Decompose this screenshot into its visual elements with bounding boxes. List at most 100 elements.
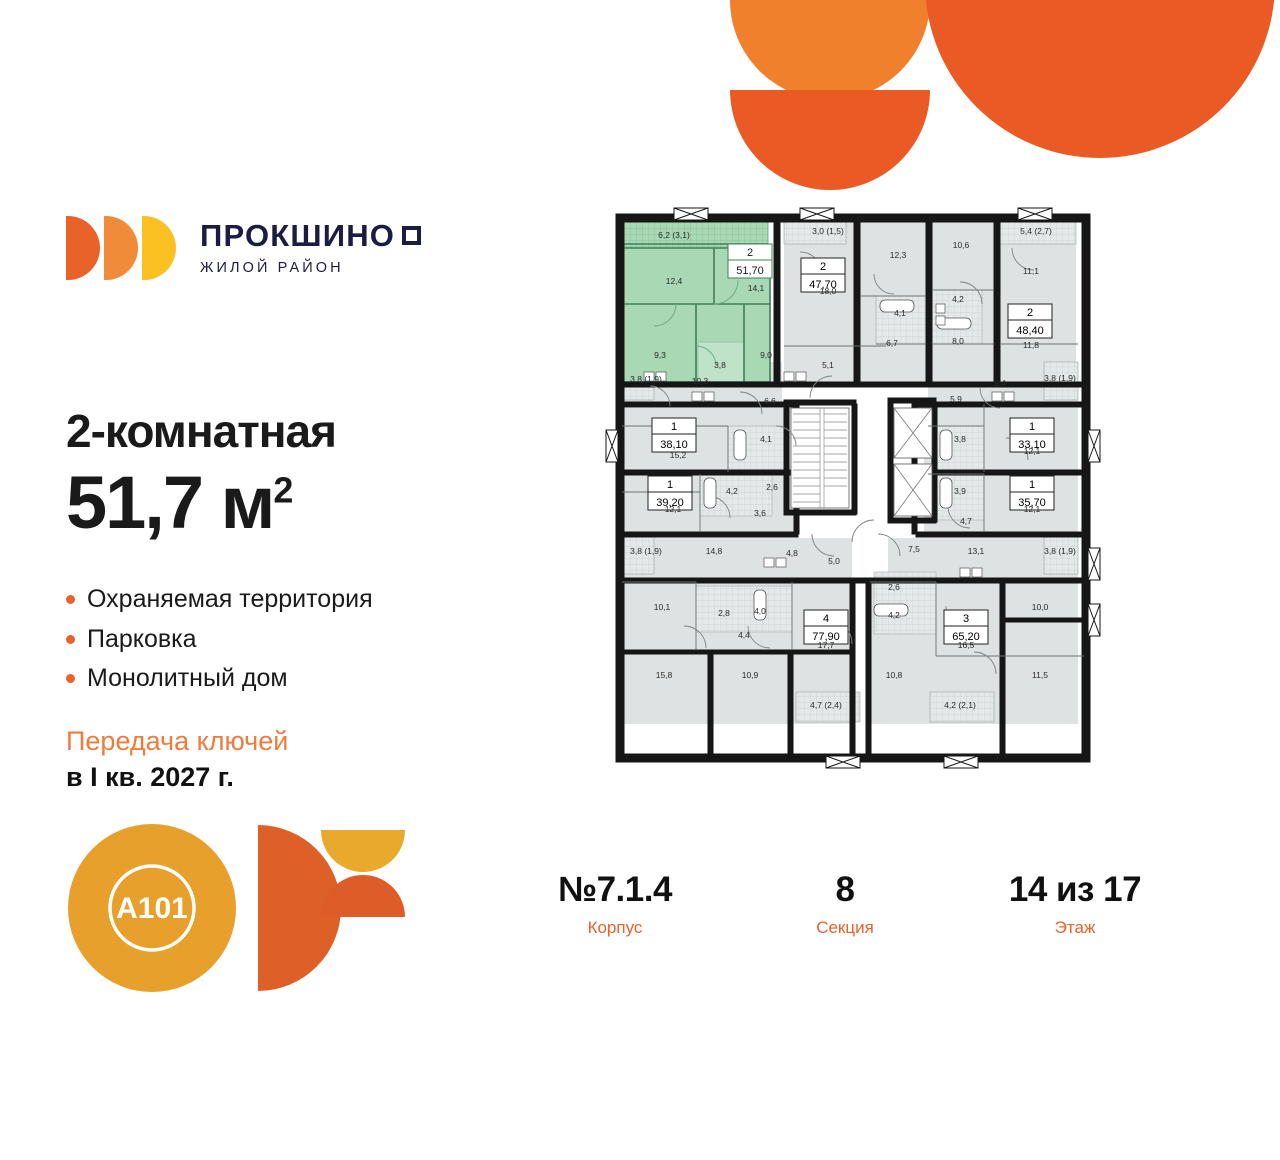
room-area-label: 5,9: [950, 394, 962, 404]
half-dome-orange-icon: [730, 90, 930, 190]
room-area-label: 3,0 (1,5): [812, 226, 844, 236]
bullet-icon: [66, 674, 75, 684]
svg-text:77,90: 77,90: [812, 631, 840, 643]
decorative-shapes: [0, 0, 1280, 200]
handover-line-1: Передача ключей: [66, 725, 289, 756]
apartment-badge: 1 35,70: [1009, 475, 1055, 511]
room-area-label: 3,8: [954, 434, 966, 444]
svg-text:1: 1: [671, 421, 677, 433]
room-area-label: 3,8 (1,9): [630, 374, 662, 384]
room-area-label: 4,2: [888, 610, 900, 620]
area-unit: м: [220, 461, 276, 544]
feature-label: Монолитный дом: [87, 664, 288, 692]
handover-info: Передача ключей в I кв. 2027 г.: [66, 723, 486, 796]
meta-value: 8: [835, 870, 855, 909]
room-area-label: 11,8: [1023, 340, 1039, 350]
room-area-label: 2,6: [888, 582, 900, 592]
apartment-badge: 1 38,10: [651, 417, 697, 453]
building-meta: №7.1.4 Корпус 8 Секция 14 из 17 Этаж: [500, 870, 1190, 938]
svg-text:2: 2: [820, 261, 826, 273]
room-area-label: 16,5: [958, 640, 975, 650]
room-area-label: 6,7: [886, 338, 898, 348]
apartment-badge: 1 33,10: [1009, 417, 1055, 453]
room-area-label: 9,0: [760, 350, 772, 360]
apartment-badge: 2 47,70: [800, 257, 846, 293]
svg-text:47,70: 47,70: [809, 279, 837, 291]
room-area-label: 2,6: [766, 482, 778, 492]
svg-text:1: 1: [1029, 421, 1035, 433]
svg-text:35,70: 35,70: [1018, 497, 1046, 509]
room-area-label: 3,9: [954, 486, 966, 496]
bullet-icon: [66, 634, 75, 644]
room-area-label: 4,0: [754, 606, 766, 616]
room-area-label: 4,2: [726, 486, 738, 496]
room-area-label: 5,1: [822, 360, 834, 370]
fixtures: [643, 299, 1015, 621]
svg-text:39,20: 39,20: [656, 497, 684, 509]
page-title: 2-комнатная: [66, 405, 337, 457]
room-area-label: 12,1: [665, 504, 682, 514]
balconies: [619, 217, 1079, 723]
room-area-label: 7,5: [908, 544, 920, 554]
logo-semicircle-2-icon: [104, 216, 138, 280]
logo-semicircle-1-icon: [66, 216, 100, 280]
brand-name-row: ПРОКШИНО: [200, 218, 422, 253]
bullet-icon: [66, 595, 75, 605]
svg-text:51,70: 51,70: [736, 265, 764, 277]
big-circle-orange-icon: [925, 0, 1275, 158]
room-area-label: 4,7 (2,4): [810, 700, 842, 710]
room-area-labels: 6,2 (3,1)12,49,33,814,19,03,0 (1,5)18,05…: [630, 226, 1076, 710]
prokshino-logo: ПРОКШИНО ЖИЛОЙ РАЙОН: [66, 216, 486, 280]
area-number: 51,7: [66, 461, 204, 544]
meta-value: №7.1.4: [558, 870, 672, 909]
room-area-label: 10,0: [1032, 602, 1049, 612]
room-area-label: 10,9: [742, 670, 759, 680]
a101-dome-top-icon: [321, 830, 405, 872]
room-area-label: 9,4: [994, 378, 1006, 388]
brand-subtitle: ЖИЛОЙ РАЙОН: [200, 260, 344, 276]
logo-text: ПРОКШИНО ЖИЛОЙ РАЙОН: [200, 218, 422, 276]
svg-text:65,20: 65,20: [952, 631, 980, 643]
room-area-label: 17,7: [818, 640, 835, 650]
room-area-label: 4,4: [738, 630, 750, 640]
room-area-label: 2,8: [718, 608, 730, 618]
room-area-label: 12,1: [1024, 504, 1041, 514]
room-area-label: 11,5: [1032, 670, 1048, 680]
svg-text:1: 1: [1029, 479, 1035, 491]
handover-line-2: в I кв. 2027 г.: [66, 761, 234, 792]
room-area-label: 5,4 (2,7): [1020, 226, 1052, 236]
feature-list: Охраняемая территория Парковка Монолитны…: [66, 580, 486, 699]
floor-plan[interactable]: 2 51,70 2 47,70 2 48,40 1 38,10 1 39,20: [588, 186, 1118, 816]
room-area-label: 3,8: [714, 360, 726, 370]
list-item: Парковка: [66, 620, 486, 660]
feature-label: Охраняемая территория: [87, 585, 373, 613]
core-detail: [790, 407, 933, 517]
room-area-label: 14,8: [706, 546, 723, 556]
feature-label: Парковка: [87, 624, 197, 653]
apartment-badge: 3 65,20: [943, 609, 989, 645]
room-area-label: 10,3: [692, 376, 709, 386]
area-unit-exponent: 2: [273, 469, 293, 511]
svg-text:3: 3: [963, 613, 969, 625]
meta-label: Корпус: [587, 917, 643, 937]
room-area-label: 9,3: [654, 350, 666, 360]
room-area-label: 12,4: [666, 276, 683, 286]
list-item: Охраняемая территория: [66, 580, 486, 620]
meta-etazh: 14 из 17 Этаж: [960, 871, 1190, 938]
meta-label: Этаж: [1054, 917, 1096, 937]
apartment-badge: 1 39,20: [647, 475, 693, 511]
room-area-label: 15,8: [656, 670, 673, 680]
room-area-label: 5,0: [828, 556, 840, 566]
room-area-label: 3,8 (1,9): [1044, 546, 1076, 556]
room-area-label: 18,0: [820, 286, 837, 296]
apartment-badge: 4 77,90: [803, 609, 849, 645]
room-area-label: 14,1: [748, 283, 765, 293]
room-area-label: 13,1: [968, 546, 985, 556]
meta-korpus: №7.1.4 Корпус: [500, 870, 730, 938]
room-area-label: 6,6: [764, 396, 776, 406]
decor-svg: [730, 0, 1275, 190]
room-area-label: 12,1: [1024, 446, 1041, 456]
room-area-label: 10,6: [953, 240, 970, 250]
brand-name: ПРОКШИНО: [200, 218, 396, 253]
floor-plan-svg[interactable]: 2 51,70 2 47,70 2 48,40 1 38,10 1 39,20: [588, 186, 1118, 816]
